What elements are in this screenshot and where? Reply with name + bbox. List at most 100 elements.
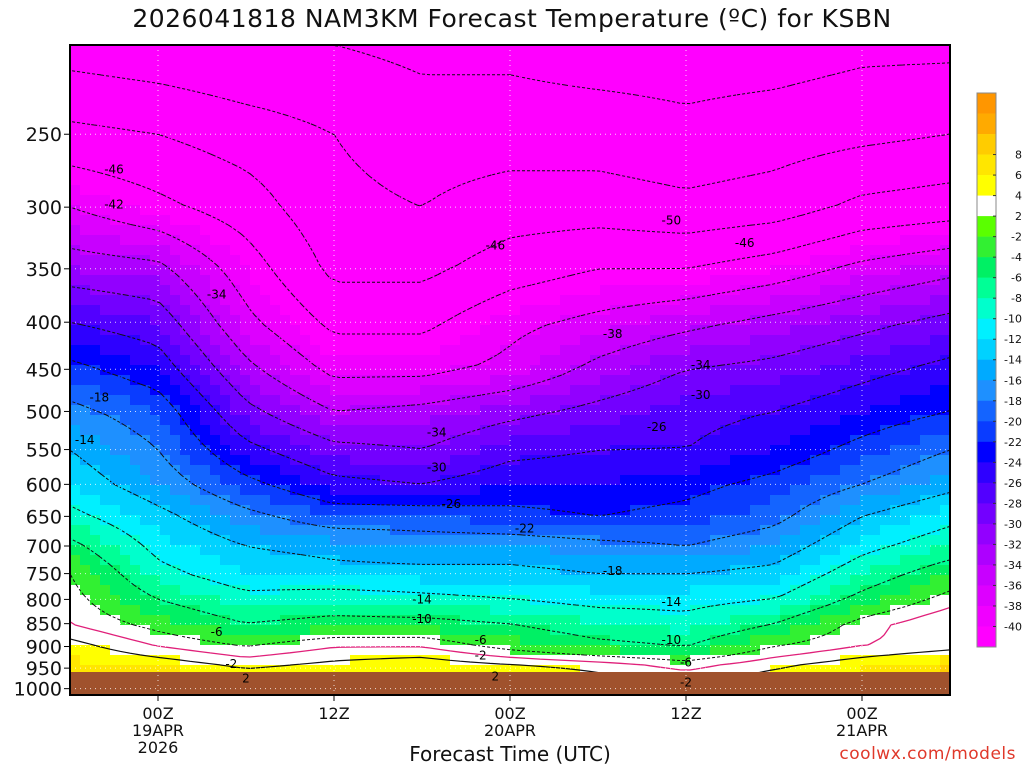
heat-cell xyxy=(500,395,511,406)
heat-cell xyxy=(270,325,281,336)
heat-cell xyxy=(840,395,851,406)
heat-cell xyxy=(120,135,131,146)
heat-cell xyxy=(930,255,941,266)
heat-cell xyxy=(540,425,551,436)
heat-cell xyxy=(570,205,581,216)
heat-cell xyxy=(210,455,221,466)
heat-cell xyxy=(430,185,441,196)
heat-cell xyxy=(220,535,231,546)
heat-cell xyxy=(120,475,131,486)
heat-cell xyxy=(650,405,661,416)
heat-cell xyxy=(360,455,371,466)
heat-cell xyxy=(660,415,671,426)
heat-cell xyxy=(600,255,611,266)
heat-cell xyxy=(570,215,581,226)
heat-cell xyxy=(160,455,171,466)
heat-cell xyxy=(770,45,781,56)
heat-cell xyxy=(360,385,371,396)
heat-cell xyxy=(240,275,251,286)
heat-cell xyxy=(230,495,241,506)
heat-cell xyxy=(170,265,181,276)
heat-cell xyxy=(580,595,591,606)
heat-cell xyxy=(430,465,441,476)
heat-cell xyxy=(90,585,101,596)
heat-cell xyxy=(730,535,741,546)
heat-cell xyxy=(630,515,641,526)
heat-cell xyxy=(310,195,321,206)
heat-cell xyxy=(570,115,581,126)
heat-cell xyxy=(350,515,361,526)
heat-cell xyxy=(140,165,151,176)
heat-cell xyxy=(620,535,631,546)
heat-cell xyxy=(800,375,811,386)
heat-cell xyxy=(670,575,681,586)
heat-cell xyxy=(710,195,721,206)
heat-cell xyxy=(730,465,741,476)
heat-cell xyxy=(570,475,581,486)
heat-cell xyxy=(210,275,221,286)
heat-cell xyxy=(110,155,121,166)
heat-cell xyxy=(550,605,561,616)
heat-cell xyxy=(380,55,391,66)
heat-cell xyxy=(590,175,601,186)
heat-cell xyxy=(330,525,341,536)
heat-cell xyxy=(750,185,761,196)
heat-cell xyxy=(90,345,101,356)
heat-cell xyxy=(310,275,321,286)
heat-cell xyxy=(320,325,331,336)
heat-cell xyxy=(580,105,591,116)
heat-cell xyxy=(600,415,611,426)
heat-cell xyxy=(770,225,781,236)
heat-cell xyxy=(790,585,801,596)
heat-cell xyxy=(460,275,471,286)
heat-cell xyxy=(860,545,871,556)
heat-cell xyxy=(800,365,811,376)
heat-cell xyxy=(290,585,301,596)
heat-cell xyxy=(930,575,941,586)
heat-cell xyxy=(650,355,661,366)
heat-cell xyxy=(400,325,411,336)
heat-cell xyxy=(270,105,281,116)
heat-cell xyxy=(930,185,941,196)
heat-cell xyxy=(110,95,121,106)
heat-cell xyxy=(470,445,481,456)
heat-cell xyxy=(920,415,931,426)
heat-cell xyxy=(930,215,941,226)
heat-cell xyxy=(230,545,241,556)
heat-cell xyxy=(560,475,571,486)
heat-cell xyxy=(90,485,101,496)
heat-cell xyxy=(750,305,761,316)
heat-cell xyxy=(840,515,851,526)
heat-cell xyxy=(370,475,381,486)
heat-cell xyxy=(680,385,691,396)
heat-cell xyxy=(510,265,521,276)
heat-cell xyxy=(250,315,261,326)
heat-cell xyxy=(120,285,131,296)
heat-cell xyxy=(350,185,361,196)
heat-cell xyxy=(380,565,391,576)
heat-cell xyxy=(230,375,241,386)
heat-cell xyxy=(760,75,771,86)
heat-cell xyxy=(360,145,371,156)
heat-cell xyxy=(880,435,891,446)
heat-cell xyxy=(410,415,421,426)
heat-cell xyxy=(440,295,451,306)
heat-cell xyxy=(860,335,871,346)
heat-cell xyxy=(370,505,381,516)
heat-cell xyxy=(610,115,621,126)
heat-cell xyxy=(660,525,671,536)
heat-cell xyxy=(760,85,771,96)
heat-cell xyxy=(840,255,851,266)
heat-cell xyxy=(360,545,371,556)
heat-cell xyxy=(670,225,681,236)
heat-cell xyxy=(320,525,331,536)
heat-cell xyxy=(700,245,711,256)
heat-cell xyxy=(800,85,811,96)
heat-cell xyxy=(220,45,231,56)
heat-cell xyxy=(290,375,301,386)
heat-cell xyxy=(540,395,551,406)
heat-cell xyxy=(530,425,541,436)
heat-cell xyxy=(740,565,751,576)
heat-cell xyxy=(820,385,831,396)
heat-cell xyxy=(660,95,671,106)
